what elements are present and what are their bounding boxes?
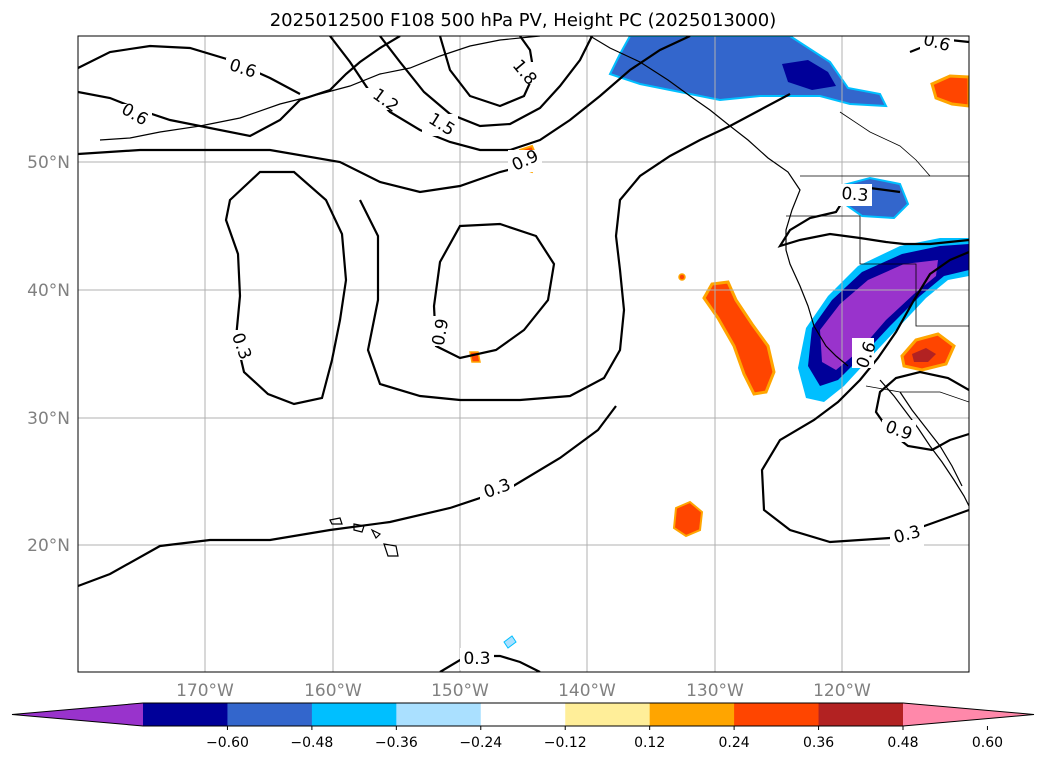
contour-0.3-west [224, 170, 348, 406]
contour-0.3-south [78, 405, 617, 588]
latitude-labels: 50°N 40°N 30°N 20°N [27, 153, 70, 556]
contour-0.3-east [760, 250, 969, 544]
colorbar-tick-label: −0.60 [206, 735, 249, 751]
colorbar-segment [649, 703, 735, 726]
hawaii-island-3 [370, 528, 382, 540]
hawaii-island-1 [329, 517, 343, 525]
contour-0.9-cutoff [432, 222, 556, 360]
colorbar-tick-label: 0.48 [887, 735, 918, 751]
contour-1.5 [379, 36, 593, 128]
map-title: 2025012500 F108 500 hPa PV, Height PC (2… [270, 10, 777, 31]
lon-label-160w: 160°W [304, 681, 362, 701]
lat-label-50n: 50°N [27, 153, 70, 173]
colorbar-extend-high [903, 703, 1034, 726]
canada-coast-inland [839, 111, 931, 177]
lat-label-30n: 30°N [27, 409, 70, 429]
lon-label-130w: 130°W [686, 681, 744, 701]
contour-label-0.9-b: 0.9 [429, 317, 453, 347]
contour-1.8 [438, 36, 536, 108]
colorbar-outline [11, 702, 1035, 727]
contour-labels: 0.6 0.6 0.6 0.6 1.2 1.5 1.8 0.9 0.9 0.9 [118, 30, 954, 670]
contour-0.6-north [78, 44, 301, 95]
pv-negative-trough-core [820, 260, 938, 370]
colorbar-extend-low [12, 703, 143, 726]
longitude-labels: 170°W 160°W 150°W 140°W 130°W 120°W [176, 681, 871, 701]
map-panel: 0.6 0.6 0.6 0.6 1.2 1.5 1.8 0.9 0.9 0.9 [77, 30, 970, 673]
lon-label-150w: 150°W [431, 681, 489, 701]
contour-label-0.6-c: 0.6 [921, 30, 952, 56]
colorbar-segment [480, 703, 566, 726]
colorbar-tick-label: −0.12 [544, 735, 587, 751]
colorbar-tick-label: 0.60 [972, 735, 1003, 751]
contour-0.9-southwest [874, 370, 969, 452]
contour-0.9-north [78, 148, 541, 194]
mainland-mexico-coast [899, 391, 963, 487]
aleutian-coast [99, 36, 541, 141]
pv-positive-dot [678, 273, 686, 281]
colorbar-segment [818, 703, 904, 726]
colorbar-tick-label: 0.24 [719, 735, 750, 751]
pv-strong-negative-alaska [782, 60, 836, 90]
west-coast [589, 36, 849, 367]
lat-label-20n: 20°N [27, 536, 70, 556]
pv-positive-ridge [702, 280, 776, 396]
colorbar-segment [734, 703, 820, 726]
colorbar-segment [396, 703, 482, 726]
colorbar-tick-label: −0.36 [375, 735, 418, 751]
contour-label-0.3-d: 0.3 [841, 184, 870, 206]
colorbar-segment [311, 703, 397, 726]
pv-positive-northeast [930, 74, 969, 108]
lon-label-120w: 120°W [813, 681, 871, 701]
colorbar-tick-label: 0.36 [803, 735, 834, 751]
contour-0.3-central [359, 93, 791, 402]
hawaii-island-4 [383, 543, 399, 557]
pv-positive-subtropics [672, 500, 704, 538]
state-borders [786, 215, 969, 327]
lat-label-40n: 40°N [27, 281, 70, 301]
lon-label-140w: 140°W [558, 681, 616, 701]
lon-label-170w: 170°W [176, 681, 234, 701]
map-frame [77, 35, 970, 673]
colorbar: −0.60 −0.48 −0.36 −0.24 −0.12 0.12 0.24 0.36 0.4… [11, 702, 1035, 751]
contour-label-0.3-e: 0.3 [463, 649, 490, 669]
colorbar-tick-label: −0.24 [459, 735, 502, 751]
colorbar-segment [143, 703, 228, 726]
colorbar-tick-label: −0.48 [290, 735, 333, 751]
coastlines [99, 36, 969, 557]
colorbar-tick-label: 0.12 [634, 735, 665, 751]
gridlines [78, 36, 969, 672]
pv-strong-positive-southwest [912, 348, 936, 362]
colorbar-segment [227, 703, 313, 726]
colorbar-segment [565, 703, 651, 726]
pv-negative-small-south [503, 635, 517, 649]
baja-coast [879, 379, 969, 507]
